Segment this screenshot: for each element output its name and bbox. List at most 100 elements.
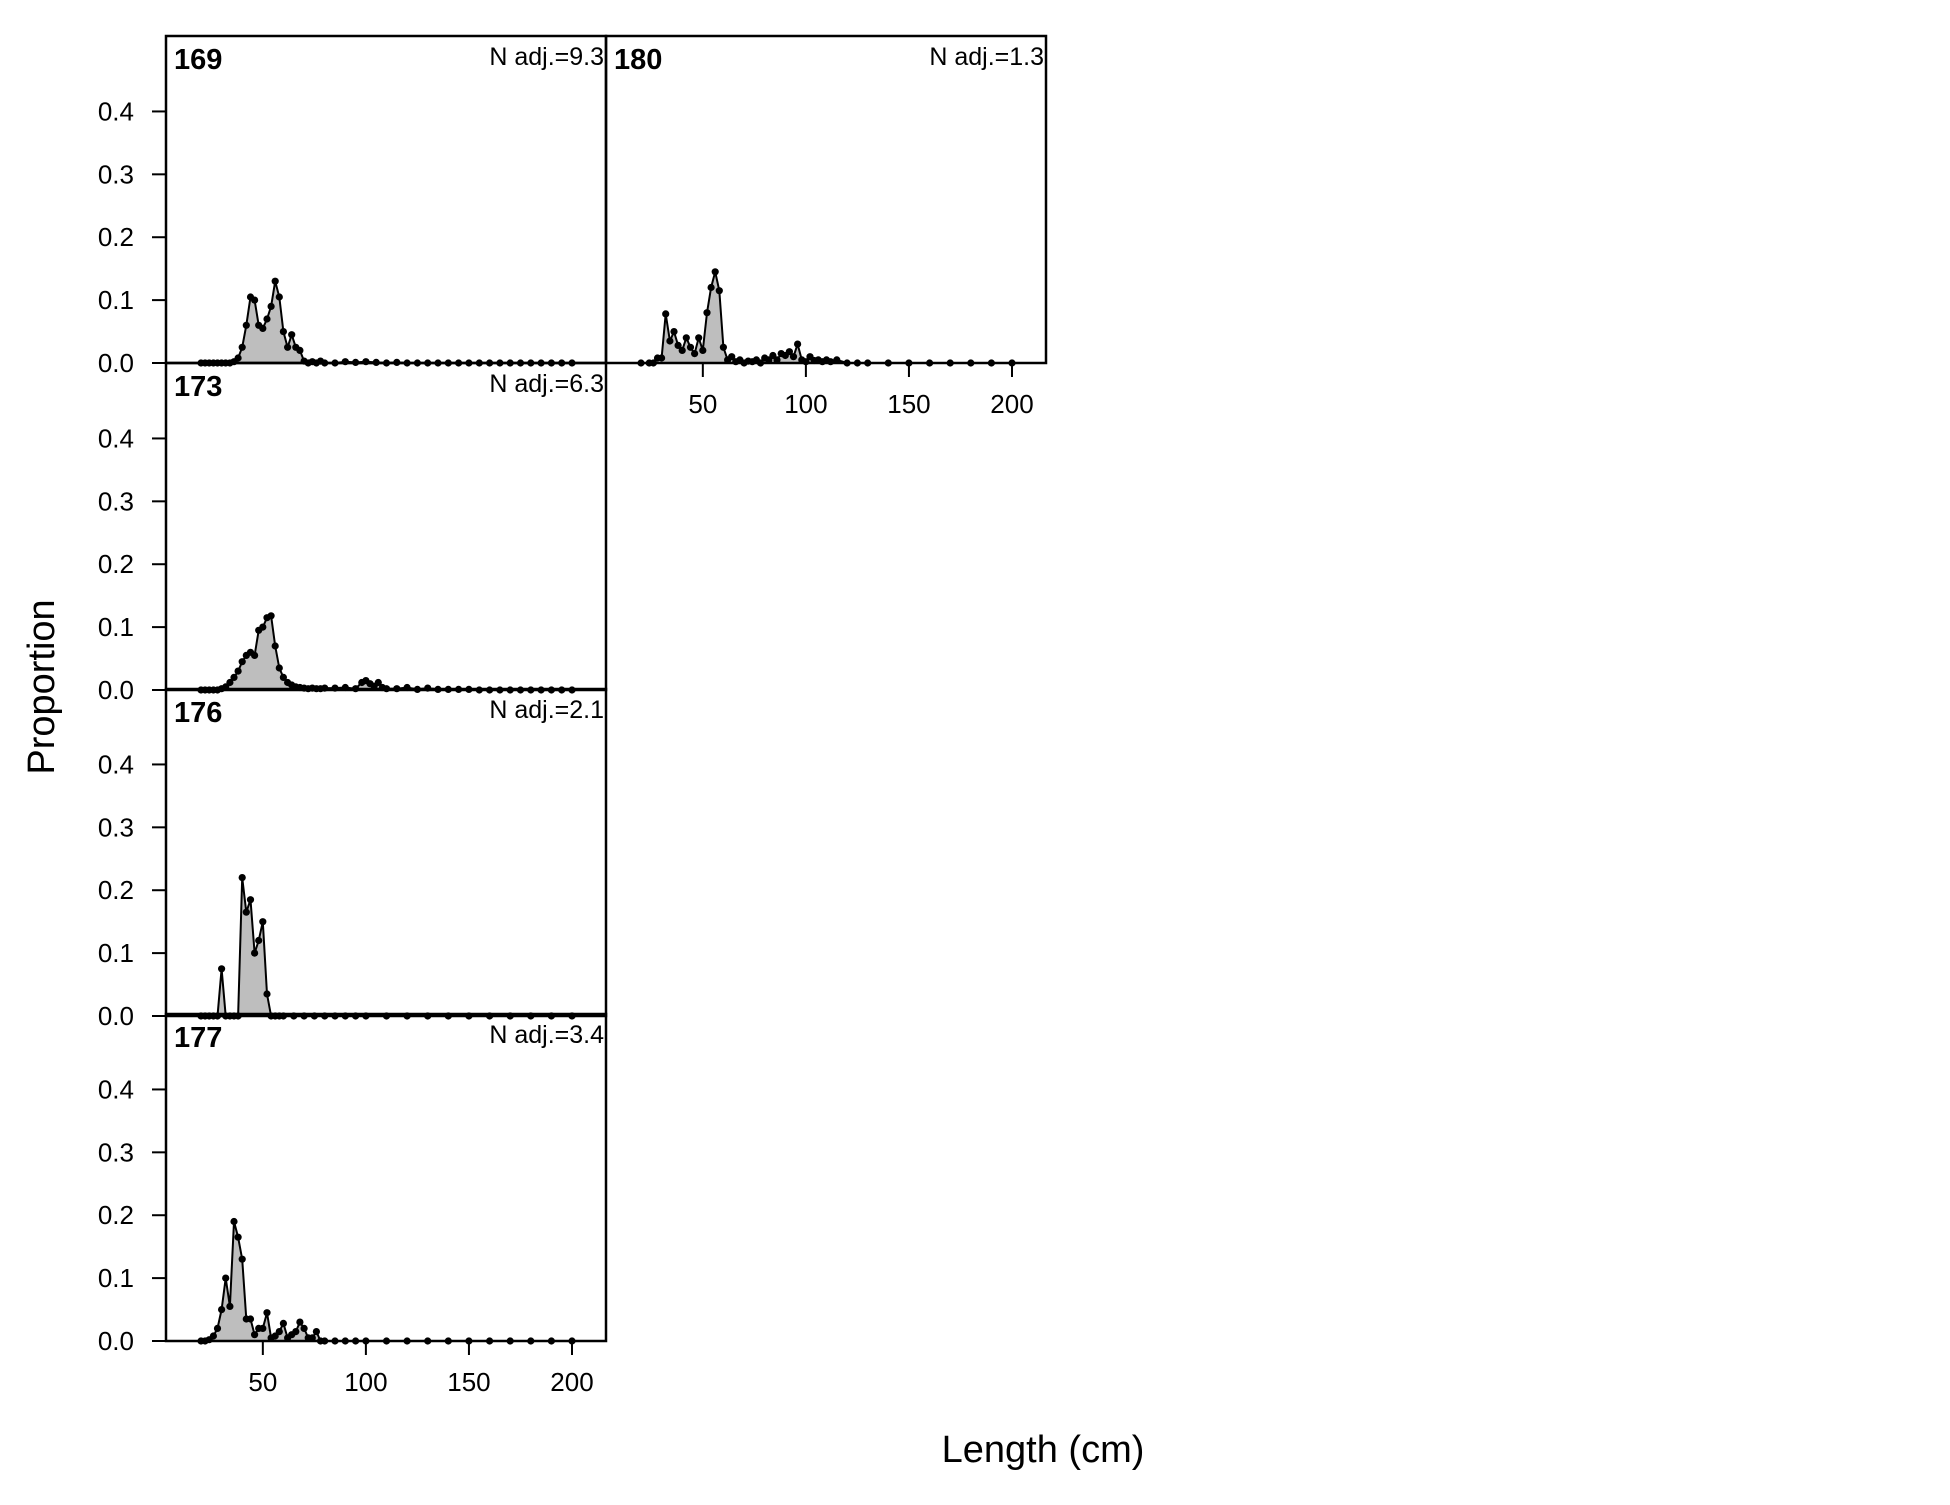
data-point <box>226 678 234 687</box>
panel-frame <box>164 687 608 1018</box>
data-point <box>238 874 246 882</box>
data-point <box>292 1328 300 1336</box>
panel-title: 169 <box>174 44 222 76</box>
y-tick-label: 0.0 <box>98 1001 134 1031</box>
data-point <box>238 658 246 666</box>
data-point <box>288 331 296 339</box>
panel-176: 0.0 0.1 0.2 0.3 0.4 176 N adj.=2.1 <box>98 687 608 1031</box>
y-tick-label: 0.2 <box>98 875 134 905</box>
data-point <box>296 1318 304 1326</box>
data-point <box>789 353 798 361</box>
data-point <box>678 346 686 354</box>
data-point <box>259 623 267 631</box>
data-point <box>773 356 781 364</box>
y-tick-label: 0.1 <box>98 285 134 315</box>
data-point <box>715 287 723 295</box>
x-tick-label: 150 <box>447 1367 490 1397</box>
x-tick-label: 100 <box>344 1367 387 1397</box>
data-point <box>312 1328 320 1336</box>
data-point <box>686 343 695 351</box>
y-tick-label: 0.2 <box>98 549 134 579</box>
y-tick-label: 0.3 <box>98 1137 134 1167</box>
data-point <box>263 1309 271 1317</box>
data-point <box>658 354 666 362</box>
panel-frame <box>164 361 608 692</box>
y-tick-label: 0.1 <box>98 1263 134 1293</box>
y-tick-label: 0.3 <box>98 159 134 189</box>
data-point <box>259 918 267 926</box>
y-tick-label: 0.4 <box>98 423 134 453</box>
data-point <box>833 356 841 364</box>
area-fill <box>641 271 1012 363</box>
data-point <box>251 1331 259 1339</box>
panel-title: 176 <box>174 697 222 729</box>
data-point <box>275 293 283 301</box>
data-point <box>263 315 271 323</box>
y-tick-label: 0.4 <box>98 96 134 126</box>
data-point <box>662 310 670 318</box>
series-line <box>201 1221 572 1342</box>
y-tick-label: 0.1 <box>98 612 134 642</box>
data-point <box>300 1324 308 1332</box>
data-point <box>218 1306 226 1314</box>
y-tick-label: 0.0 <box>98 348 134 378</box>
y-tick-label: 0.3 <box>98 486 134 516</box>
x-tick-label: 200 <box>990 389 1033 419</box>
data-point <box>267 612 275 620</box>
data-point <box>271 642 279 650</box>
y-tick-label: 0.0 <box>98 675 134 705</box>
data-point <box>666 337 674 345</box>
data-point <box>255 936 263 945</box>
data-point <box>242 321 250 329</box>
data-point <box>785 348 794 356</box>
data-point <box>234 667 242 675</box>
panel-173: 0.0 0.1 0.2 0.3 0.4 173 N adj.=6.3 <box>98 361 608 705</box>
panel-frame <box>604 34 1048 365</box>
data-point <box>794 340 802 348</box>
data-point <box>275 1328 283 1336</box>
y-tick-label: 0.2 <box>98 222 134 252</box>
data-point <box>728 353 736 361</box>
x-tick-label: 150 <box>887 389 930 419</box>
data-point <box>246 896 255 904</box>
data-point <box>275 664 283 672</box>
data-point <box>238 343 246 351</box>
data-point <box>267 302 275 310</box>
x-axis-label: Length (cm) <box>942 1429 1145 1471</box>
panel-title: 180 <box>614 44 662 76</box>
y-axis-label: Proportion <box>21 599 63 774</box>
panel-169: 0.0 0.1 0.2 0.3 0.4 169 N adj.=9.3 <box>98 34 608 378</box>
panel-title: 173 <box>174 371 222 403</box>
data-point <box>670 328 678 336</box>
panel-annotation: N adj.=9.3 <box>489 43 604 71</box>
data-point <box>699 346 707 354</box>
y-tick-label: 0.4 <box>98 749 134 779</box>
x-tick-label: 100 <box>784 389 827 419</box>
area-fill <box>201 615 572 690</box>
data-point <box>251 296 259 304</box>
data-point <box>279 1319 287 1327</box>
data-point <box>234 1233 242 1241</box>
y-tick-label: 0.0 <box>98 1326 134 1356</box>
panel-180: 50 100 150 200 180 N adj.=1.3 <box>604 34 1048 419</box>
data-point <box>218 965 226 973</box>
data-point <box>279 328 287 336</box>
data-point <box>263 990 271 998</box>
series-line <box>641 271 1012 365</box>
data-point <box>259 324 267 332</box>
data-point <box>711 268 719 276</box>
data-point <box>279 673 287 682</box>
panel-frame <box>164 34 608 365</box>
data-point <box>259 1324 267 1332</box>
area-fill <box>201 1221 572 1341</box>
panel-frame <box>164 1012 608 1343</box>
x-tick-label: 50 <box>688 389 717 419</box>
data-point <box>703 309 711 317</box>
panel-annotation: N adj.=3.4 <box>489 1021 604 1049</box>
x-tick-label: 200 <box>550 1367 593 1397</box>
data-point <box>234 354 242 362</box>
y-tick-label: 0.2 <box>98 1200 134 1230</box>
data-point <box>682 334 690 342</box>
data-point <box>222 1274 230 1282</box>
